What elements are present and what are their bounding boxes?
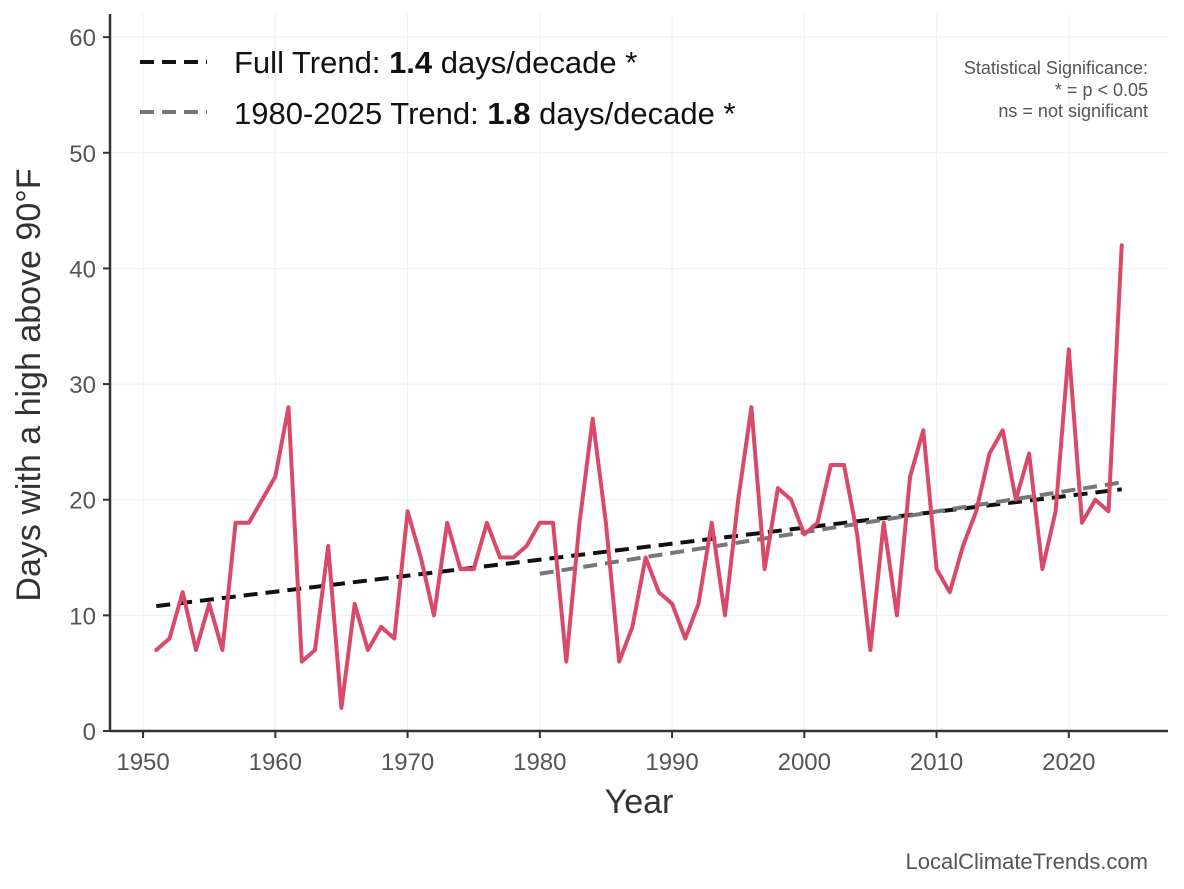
y-tick-label: 10 (69, 603, 96, 630)
significance-note-line-1: Statistical Significance: (964, 58, 1148, 78)
legend-label-recent-trend: 1980-2025 Trend: 1.8 days/decade * (234, 96, 736, 131)
x-tick-label: 2020 (1042, 749, 1095, 776)
y-tick-label: 30 (69, 372, 96, 399)
trend-lines (156, 480, 1123, 609)
legend-recent-suffix: days/decade * (530, 96, 735, 131)
credit-text: LocalClimateTrends.com (906, 849, 1149, 874)
y-tick-label: 20 (69, 488, 96, 515)
y-axis-ticks: 0 10 20 30 40 50 60 (69, 25, 110, 746)
significance-note-line-3: ns = not significant (998, 101, 1148, 121)
legend-recent-value: 1.8 (487, 96, 530, 131)
grid (110, 14, 1168, 732)
y-axis-title: Days with a high above 90°F (10, 168, 48, 601)
x-tick-label: 1980 (513, 749, 566, 776)
y-tick-label: 50 (69, 141, 96, 168)
legend-full-suffix: days/decade * (432, 45, 637, 80)
x-axis-ticks: 1950 1960 1970 1980 1990 2000 2010 2020 (116, 731, 1096, 776)
x-axis-title: Year (605, 783, 674, 821)
x-tick-label: 2000 (778, 749, 831, 776)
x-tick-label: 1950 (116, 749, 169, 776)
legend: Full Trend: 1.4 days/decade * 1980-2025 … (140, 45, 736, 131)
data-series-line (154, 243, 1124, 710)
significance-note-line-2: * = p < 0.05 (1055, 80, 1148, 100)
axes (108, 14, 1168, 733)
y-tick-label: 40 (69, 256, 96, 283)
y-tick-label: 0 (83, 719, 96, 746)
legend-full-value: 1.4 (389, 45, 433, 80)
x-tick-label: 2010 (910, 749, 963, 776)
full-trend-line (156, 487, 1122, 609)
x-tick-label: 1970 (381, 749, 434, 776)
y-tick-label: 60 (69, 25, 96, 52)
legend-full-prefix: Full Trend: (234, 45, 389, 80)
data-series (154, 243, 1124, 710)
x-tick-label: 1960 (249, 749, 302, 776)
significance-note: Statistical Significance: * = p < 0.05 n… (964, 58, 1148, 121)
x-tick-label: 1990 (645, 749, 698, 776)
recent-trend-line (539, 480, 1123, 576)
legend-recent-prefix: 1980-2025 Trend: (234, 96, 487, 131)
legend-label-full-trend: Full Trend: 1.4 days/decade * (234, 45, 637, 80)
